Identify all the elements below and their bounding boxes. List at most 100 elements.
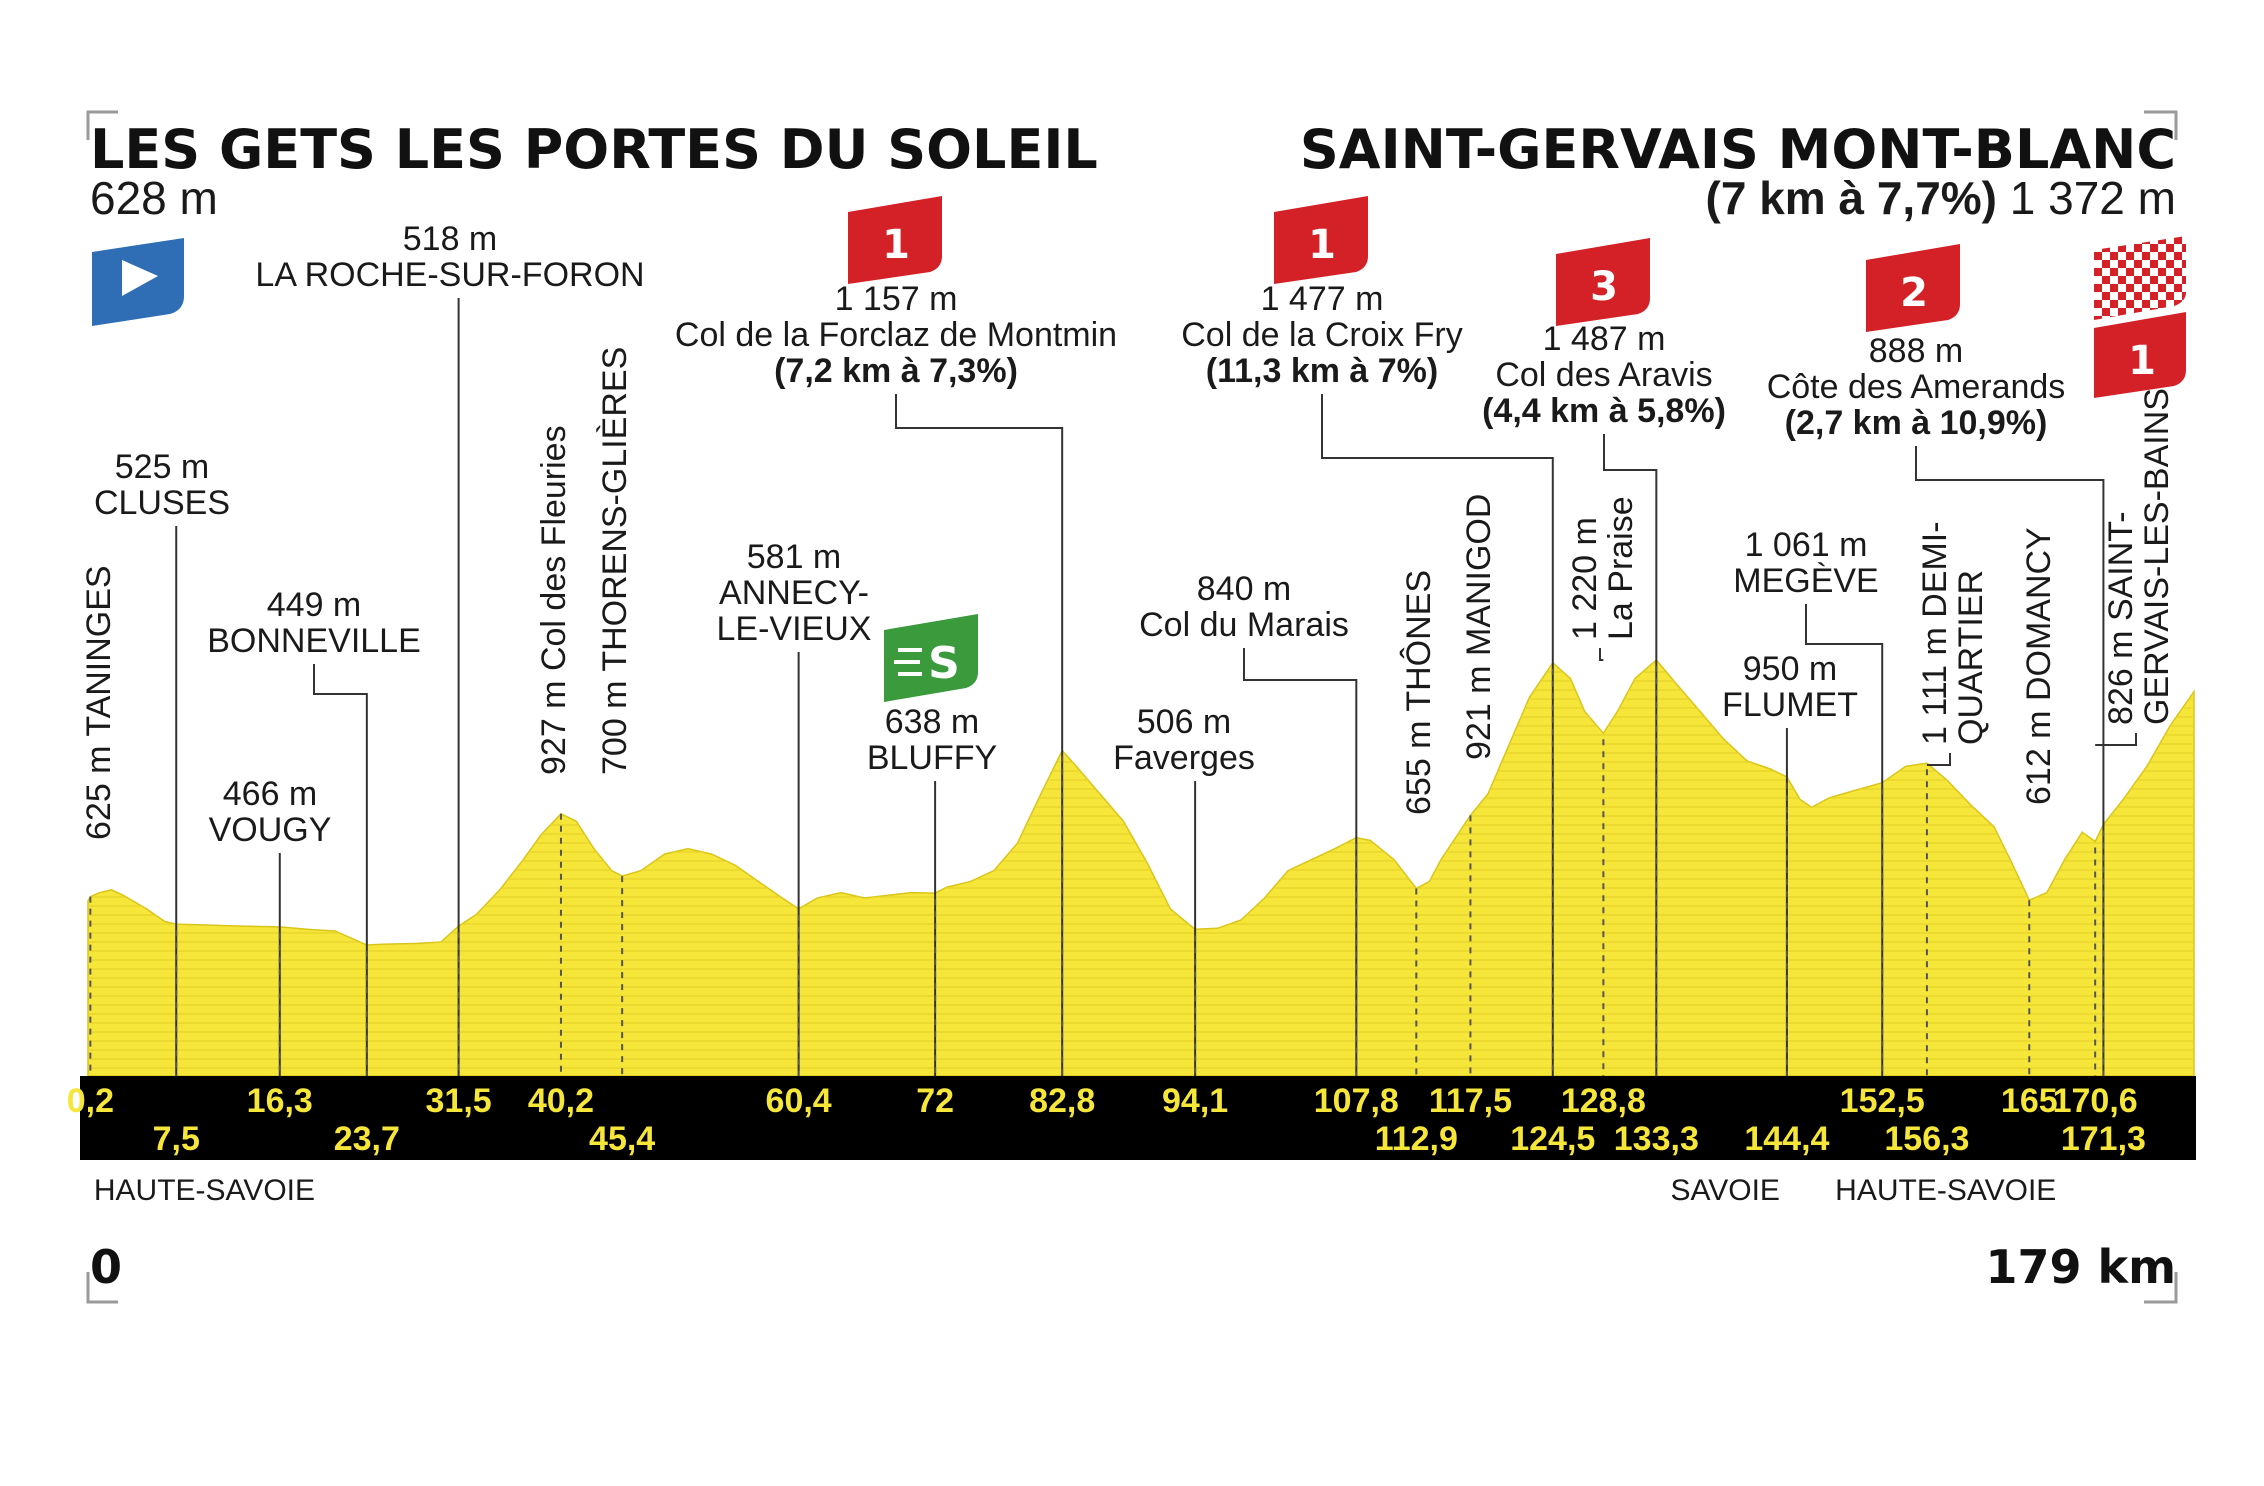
finish-cat-icon: 1 [2094,312,2186,398]
axis-start-label: 0 [90,1240,122,1294]
km-label-top: 107,8 [1314,1082,1399,1120]
region-label: HAUTE-SAVOIE [1835,1174,2056,1207]
annotation-line: BLUFFY [867,739,997,777]
leader-line [895,394,1064,1076]
annotation-thorens: 700 m THORENS-GLIÈRES [596,347,634,775]
annotation-st-gervais-bains: 826 m SAINT-GERVAIS-LES-BAINS [2102,388,2176,725]
annotation-line: 449 m [267,586,362,624]
leader-line [313,664,368,1076]
annotation-line: 888 m [1869,332,1964,370]
annotation-line: CLUSES [94,484,230,522]
annotation-line: Col de la Forclaz de Montmin [675,316,1117,354]
annotation-line: 826 m SAINT- [2102,511,2140,725]
annotation-line: 581 m [747,538,842,576]
km-labels-bottom: 7,5 23,7 45,4 112,9 124,5 133,3 144,4 156,3 171,… [153,1120,2146,1158]
frame [86,110,2178,1304]
annotation-line: 1 220 m [1566,517,1604,640]
finish-flag-icon [2094,236,2186,320]
annotation-line: 1 477 m [1261,280,1384,318]
km-label-bottom: 112,9 [1375,1120,1458,1158]
annotation-line: BONNEVILLE [207,622,421,660]
start-altitude: 628 m [90,172,218,224]
km-label-top: 16,3 [247,1082,313,1120]
annotation-line: ANNECY- [719,574,869,612]
km-labels-top: 0,2 16,3 31,5 40,2 60,4 72 82,8 94,1 107,8 117,5 1… [67,1082,2138,1120]
croixfry-cat-label: 1 [1308,222,1336,268]
leader-line [2095,733,2137,746]
annotation-line: 1 061 m [1745,526,1868,564]
km-label-bottom: 45,4 [589,1120,655,1158]
km-label-top: 117,5 [1429,1082,1512,1120]
km-label-top: 165 [2001,1082,2058,1120]
region-labels: HAUTE-SAVOIE SAVOIE HAUTE-SAVOIE [94,1174,2056,1207]
croixfry-cat-icon: 1 [1274,196,1368,284]
annotation-line: MEGÈVE [1733,562,1878,600]
km-label-top: 82,8 [1029,1082,1095,1120]
region-label: SAVOIE [1670,1174,1779,1207]
forclaz-cat-icon: 1 [848,196,942,284]
km-label-bottom: 23,7 [334,1120,400,1158]
annotation-la-roche: 518 mLA ROCHE-SUR-FORON [255,220,644,294]
axis-end-label: 179 km [1985,1240,2176,1294]
annotation-line: Faverges [1113,739,1255,777]
annotation-line: 1 157 m [835,280,958,318]
leader-line [1926,753,1951,766]
annotation-line: 840 m [1197,570,1292,608]
km-label-top: 72 [916,1082,954,1120]
aravis-cat-icon: 3 [1556,238,1650,326]
forclaz-cat-label: 1 [882,222,910,268]
sprint-icon: S [884,614,978,702]
annotation-line: 950 m [1743,650,1838,688]
annotation-line: LE-VIEUX [717,610,872,648]
annotation-line: GERVAIS-LES-BAINS [2138,388,2176,725]
leader-line [1243,648,1358,1076]
sprint-label: S [928,638,960,689]
annotation-line: (2,7 km à 10,9%) [1785,404,2048,442]
annotation-text: 612 m DOMANCY [2020,527,2058,805]
leader-line [1599,648,1604,661]
annotation-line: Col du Marais [1139,606,1349,644]
annotation-manigod: 921 m MANIGOD [1460,494,1498,760]
finish-line: (7 km à 7,7%) 1 372 m [1706,172,2176,224]
annotation-text: 655 m THÔNES [1400,570,1438,815]
km-label-bottom: 133,3 [1614,1120,1699,1158]
annotation-line: QUARTIER [1952,570,1990,745]
aravis-cat-label: 3 [1590,264,1618,310]
annotation-text: 921 m MANIGOD [1460,494,1498,760]
elevation-profile [87,658,2195,1077]
annotation-line: (11,3 km à 7%) [1206,352,1438,390]
annotation-col-fleuries: 927 m Col des Fleuries [535,425,573,775]
annotation-line: Col de la Croix Fry [1181,316,1463,354]
annotation-line: 466 m [223,775,318,813]
annotation-line: FLUMET [1722,686,1858,724]
annotation-thones: 655 m THÔNES [1400,570,1438,815]
leader-line [1603,434,1658,1076]
annotation-line: La Praise [1602,496,1640,640]
annotation-line: 506 m [1137,703,1232,741]
km-label-top: 40,2 [528,1082,594,1120]
finish-town-name: SAINT-GERVAIS MONT-BLANC [1300,118,2176,181]
annotation-domancy: 612 m DOMANCY [2020,527,2058,805]
finish-cat-label: 1 [2128,338,2156,384]
finish-climb: (7 km à 7,7%) [1706,172,1997,224]
start-flag-icon [92,238,184,326]
km-label-bottom: 144,4 [1744,1120,1829,1158]
annotation-line: 525 m [115,448,210,486]
km-label-top: 60,4 [766,1082,832,1120]
amerands-cat-label: 2 [1900,270,1928,316]
annotation-line: LA ROCHE-SUR-FORON [255,256,644,294]
km-label-top: 0,2 [67,1082,114,1120]
km-label-bottom: 124,5 [1510,1120,1595,1158]
km-label-top: 128,8 [1561,1082,1646,1120]
km-label-bottom: 156,3 [1884,1120,1969,1158]
